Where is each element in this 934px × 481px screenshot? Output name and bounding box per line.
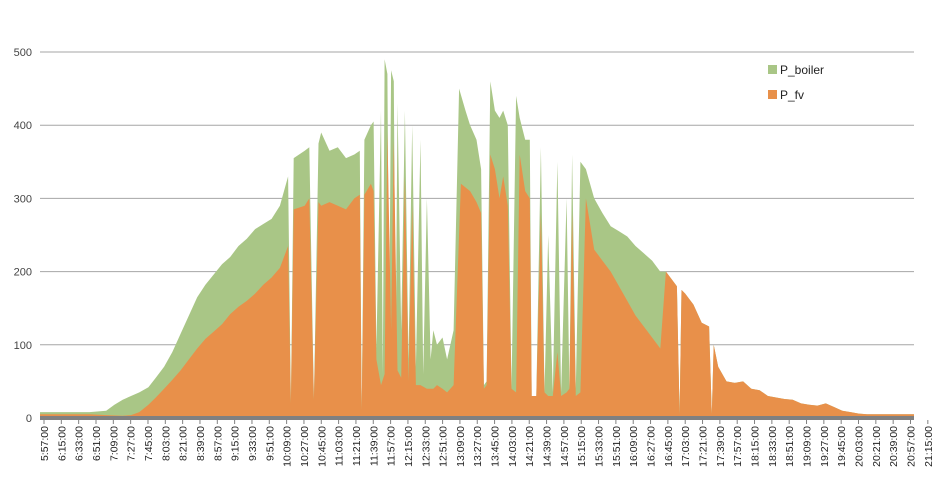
- x-axis: 5:57:00 6:15:00 6:33:00 6:51:00 7:09:00 7:27:…: [39, 420, 934, 467]
- x-tick-label: 18:15:00: [750, 426, 762, 467]
- legend-label-p-boiler: P_boiler: [780, 63, 824, 77]
- x-tick-label: 9:15:00: [230, 426, 242, 461]
- legend-swatch-p-boiler: [768, 65, 777, 74]
- x-tick-label: 6:15:00: [56, 426, 68, 461]
- x-tick-label: 11:21:00: [351, 426, 363, 466]
- x-tick-label: 16:45:00: [663, 426, 675, 467]
- legend-label-p-fv: P_fv: [780, 88, 804, 102]
- x-tick-label: 9:33:00: [247, 426, 259, 461]
- x-tick-label: 20:57:00: [906, 426, 918, 467]
- series-area-p-fv: [40, 132, 914, 418]
- y-tick-label: 200: [14, 267, 32, 279]
- x-tick-label: 15:33:00: [594, 426, 606, 467]
- x-tick-label: 21:15:00: [923, 426, 934, 467]
- x-tick-label: 10:09:00: [282, 426, 294, 467]
- legend-swatch-p-fv: [768, 90, 777, 99]
- x-tick-label: 20:21:00: [871, 426, 883, 467]
- y-tick-label: 0: [26, 413, 32, 425]
- x-tick-label: 14:39:00: [542, 426, 554, 467]
- x-tick-label: 6:33:00: [74, 426, 86, 461]
- x-tick-label: 13:45:00: [490, 426, 502, 467]
- x-tick-label: 8:39:00: [195, 426, 207, 461]
- x-tick-label: 14:21:00: [524, 426, 536, 467]
- x-tick-label: 17:57:00: [732, 426, 744, 467]
- x-tick-label: 20:39:00: [888, 426, 900, 467]
- x-tick-label: 15:15:00: [576, 426, 588, 467]
- x-tick-label: 17:39:00: [715, 426, 727, 467]
- x-tick-label: 8:03:00: [160, 426, 172, 461]
- x-tick-label: 15:51:00: [611, 426, 623, 467]
- x-tick-label: 10:27:00: [299, 426, 311, 467]
- x-tick-label: 14:57:00: [559, 426, 571, 467]
- x-tick-label: 17:21:00: [698, 426, 710, 467]
- x-tick-label: 14:03:00: [507, 426, 519, 467]
- x-tick-label: 20:03:00: [854, 426, 866, 467]
- x-tick-label: 18:51:00: [784, 426, 796, 467]
- x-tick-label: 6:51:00: [91, 426, 103, 461]
- x-tick-label: 19:09:00: [802, 426, 814, 467]
- x-tick-label: 13:09:00: [455, 426, 467, 467]
- x-tick-label: 11:39:00: [368, 426, 380, 466]
- x-tick-label: 11:57:00: [386, 426, 398, 466]
- x-tick-label: 7:09:00: [108, 426, 120, 461]
- x-tick-label: 19:27:00: [819, 426, 831, 467]
- x-tick-label: 7:27:00: [126, 426, 138, 461]
- y-tick-label: 500: [14, 47, 32, 59]
- x-tick-label: 11:03:00: [334, 426, 346, 466]
- x-tick-label: 19:45:00: [836, 426, 848, 467]
- x-tick-label: 12:33:00: [420, 426, 432, 467]
- y-tick-label: 300: [14, 193, 32, 205]
- x-tick-label: 8:57:00: [212, 426, 224, 461]
- x-tick-label: 12:51:00: [438, 426, 450, 467]
- legend: P_boiler P_fv: [768, 63, 824, 102]
- plot-area: [40, 59, 914, 420]
- y-tick-label: 400: [14, 120, 32, 132]
- x-tick-label: 8:21:00: [178, 426, 190, 461]
- x-tick-label: 17:03:00: [680, 426, 692, 467]
- x-tick-label: 16:27:00: [646, 426, 658, 467]
- x-tick-label: 12:15:00: [403, 426, 415, 467]
- x-tick-label: 10:45:00: [316, 426, 328, 467]
- x-tick-label: 18:33:00: [767, 426, 779, 467]
- x-tick-label: 5:57:00: [39, 426, 51, 461]
- x-tick-label: 16:09:00: [628, 426, 640, 467]
- x-tick-label: 13:27:00: [472, 426, 484, 467]
- x-tick-label: 9:51:00: [264, 426, 276, 461]
- x-axis-baseline: [40, 416, 914, 420]
- x-tick-label: 7:45:00: [143, 426, 155, 461]
- y-axis: 0 100 200 300 400 500: [14, 47, 32, 425]
- y-tick-label: 100: [14, 340, 32, 352]
